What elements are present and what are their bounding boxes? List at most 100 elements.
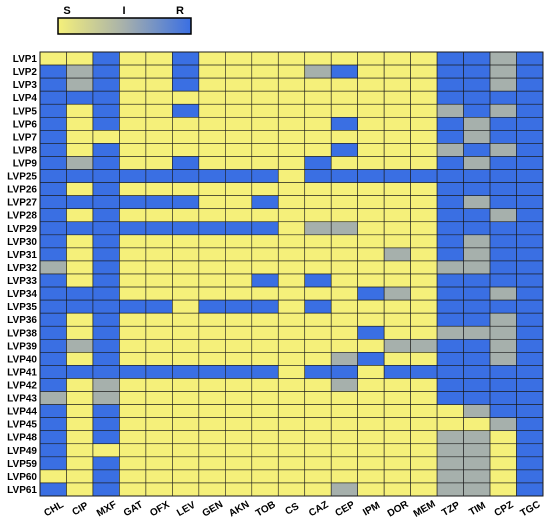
heatmap-cell-lvp43-mem — [410, 391, 438, 405]
heatmap-cell-lvp36-mxf — [92, 312, 120, 327]
heatmap-cell-lvp32-cip — [66, 260, 94, 275]
heatmap-cell-lvp25-tim — [463, 169, 491, 183]
heatmap-cell-lvp32-tim — [463, 260, 491, 275]
heatmap-cell-lvp38-tim — [463, 325, 491, 340]
heatmap-cell-lvp33-mxf — [92, 273, 120, 288]
row-label-lvp48: LVP48 — [7, 433, 37, 444]
heatmap-cell-lvp40-ipm — [357, 352, 385, 366]
heatmap-cell-lvp40-cip — [66, 352, 94, 366]
heatmap-cell-lvp3-cs — [277, 77, 306, 92]
heatmap-cell-lvp1-tim — [463, 51, 491, 66]
heatmap-cell-lvp44-tgc — [516, 404, 544, 418]
heatmap-cell-lvp27-caz — [304, 195, 332, 210]
heatmap-cell-lvp4-ipm — [357, 90, 385, 105]
heatmap-cell-lvp31-ofx — [145, 247, 173, 262]
heatmap-cell-lvp38-mem — [410, 325, 438, 340]
heatmap-cell-lvp9-gen — [198, 156, 226, 170]
heatmap-cell-lvp2-mxf — [92, 64, 120, 79]
heatmap-cell-lvp60-tim — [463, 469, 491, 484]
heatmap-cell-lvp8-dor — [383, 143, 411, 157]
heatmap-cell-lvp28-ipm — [357, 208, 385, 223]
heatmap-cell-lvp59-tgc — [516, 456, 544, 471]
heatmap-cell-lvp9-cip — [66, 156, 94, 170]
heatmap-cell-lvp26-chl — [39, 182, 67, 196]
heatmap-cell-lvp7-mxf — [92, 130, 120, 144]
heatmap-cell-lvp3-dor — [383, 77, 411, 92]
heatmap-cell-lvp33-tob — [251, 273, 279, 288]
heatmap-cell-lvp32-lev — [172, 260, 200, 275]
heatmap-cell-lvp6-cep — [330, 116, 358, 131]
heatmap-cell-lvp9-lev — [172, 156, 200, 170]
heatmap-cell-lvp42-chl — [39, 378, 67, 392]
heatmap-cell-lvp30-gat — [119, 234, 147, 249]
heatmap-cell-lvp49-dor — [383, 443, 411, 458]
row-label-lvp36: LVP36 — [7, 315, 37, 326]
heatmap-cell-lvp2-tob — [251, 64, 279, 79]
heatmap-cell-lvp31-tob — [251, 247, 279, 262]
heatmap-cell-lvp26-cip — [66, 182, 94, 196]
heatmap-cell-lvp45-cep — [330, 417, 358, 432]
heatmap-cell-lvp3-lev — [172, 77, 200, 92]
column-label-tob: TOB — [254, 499, 278, 519]
heatmap-cell-lvp27-lev — [172, 195, 200, 210]
heatmap-cell-lvp27-ofx — [145, 195, 173, 210]
heatmap-cell-lvp7-gen — [198, 130, 226, 144]
heatmap-cell-lvp9-mxf — [92, 156, 120, 170]
heatmap-cell-lvp45-ipm — [357, 417, 385, 432]
column-labels: CHL CIP MXF GAT OFX LEV GEN AKN TOB CS CAZ CEP IPM DO… — [42, 499, 542, 520]
heatmap-cell-lvp8-tgc — [516, 143, 544, 157]
heatmap-cell-lvp5-cep — [330, 103, 358, 118]
heatmap-cell-lvp31-chl — [39, 247, 67, 262]
heatmap-cell-lvp43-ofx — [145, 391, 173, 405]
heatmap-cell-lvp48-cpz — [489, 430, 517, 445]
row-label-lvp7: LVP7 — [13, 132, 38, 143]
heatmap-cell-lvp48-cep — [330, 430, 358, 445]
heatmap-cell-lvp8-caz — [304, 143, 332, 157]
heatmap-cell-lvp1-mem — [410, 51, 438, 66]
row-label-lvp41: LVP41 — [7, 367, 37, 378]
heatmap-cell-lvp29-akn — [225, 221, 253, 236]
heatmap-cell-lvp2-dor — [383, 64, 411, 79]
heatmap-cell-lvp60-tgc — [516, 469, 544, 484]
heatmap-cell-lvp1-dor — [383, 51, 411, 66]
heatmap-cell-lvp49-gen — [198, 443, 226, 458]
column-label-mem: MEM — [412, 499, 438, 520]
row-label-lvp33: LVP33 — [7, 276, 37, 287]
heatmap-cell-lvp28-cpz — [489, 208, 517, 223]
row-label-lvp44: LVP44 — [7, 407, 37, 418]
heatmap-cell-lvp31-mxf — [92, 247, 120, 262]
heatmap-cell-lvp3-cpz — [489, 77, 517, 92]
heatmap-cell-lvp1-mxf — [92, 51, 120, 66]
heatmap-cell-lvp31-caz — [304, 247, 332, 262]
heatmap-cell-lvp41-cip — [66, 365, 94, 379]
heatmap-cell-lvp25-tzp — [436, 169, 464, 183]
heatmap-cell-lvp30-dor — [383, 234, 411, 249]
heatmap-cell-lvp59-tob — [251, 456, 279, 471]
heatmap-cell-lvp6-gat — [119, 116, 147, 131]
heatmap-cell-lvp28-chl — [39, 208, 67, 223]
heatmap-cell-lvp60-ipm — [357, 469, 385, 484]
heatmap-cell-lvp38-caz — [304, 325, 332, 340]
heatmap-cell-lvp59-lev — [172, 456, 200, 471]
heatmap-cell-lvp36-tzp — [436, 312, 464, 327]
heatmap-cell-lvp28-tgc — [516, 208, 544, 223]
heatmap-cell-lvp36-caz — [304, 312, 332, 327]
heatmap-cell-lvp7-ofx — [145, 130, 173, 144]
heatmap-cell-lvp41-lev — [172, 365, 200, 379]
heatmap-cell-lvp35-ipm — [357, 299, 385, 314]
heatmap-cell-lvp32-dor — [383, 260, 411, 275]
heatmap-cell-lvp59-cip — [66, 456, 94, 471]
heatmap-cell-lvp3-gat — [119, 77, 147, 92]
column-label-gat: GAT — [122, 499, 145, 519]
heatmap-cell-lvp27-cs — [277, 195, 306, 210]
heatmap-cell-lvp36-mem — [410, 312, 438, 327]
heatmap-cell-lvp5-ipm — [357, 103, 385, 118]
heatmap-cell-lvp49-cpz — [489, 443, 517, 458]
heatmap-cell-lvp60-tzp — [436, 469, 464, 484]
heatmap-cell-lvp60-gen — [198, 469, 226, 484]
heatmap-cell-lvp40-chl — [39, 352, 67, 366]
heatmap-cell-lvp8-tob — [251, 143, 279, 157]
heatmap-cell-lvp39-tim — [463, 338, 491, 353]
heatmap-cell-lvp4-tim — [463, 90, 491, 105]
heatmap-cell-lvp25-mxf — [92, 169, 120, 183]
